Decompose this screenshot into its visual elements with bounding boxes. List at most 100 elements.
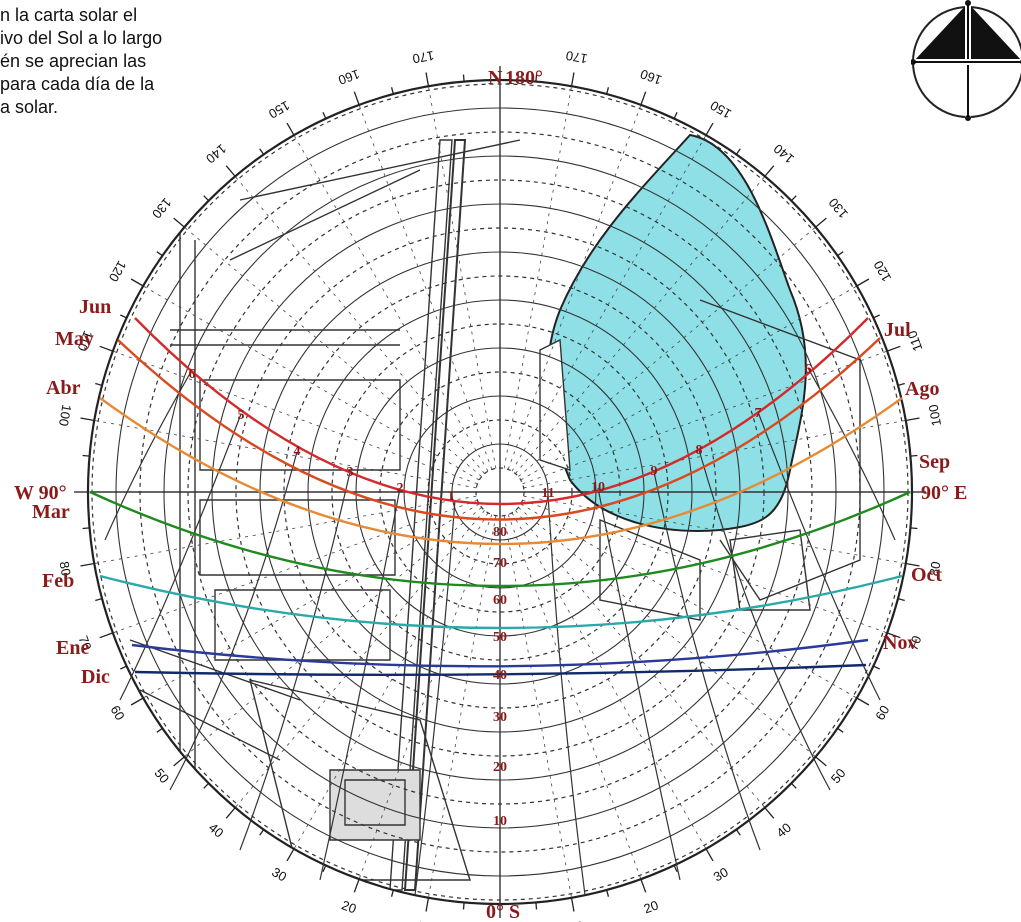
tick-mark bbox=[99, 345, 114, 352]
azimuth-line bbox=[523, 420, 906, 489]
hour-label: 5 bbox=[238, 408, 245, 423]
month-label-feb: Feb bbox=[42, 570, 74, 592]
tick-mark bbox=[173, 217, 185, 228]
month-label-mar: Mar bbox=[32, 501, 70, 523]
altitude-label: 20 bbox=[493, 760, 507, 775]
month-labels-right: Jul Ago Sep Oct Nov bbox=[883, 319, 950, 654]
hour-label: 6 bbox=[805, 362, 812, 377]
hour-line bbox=[547, 493, 586, 896]
azimuth-tick-label: 80 bbox=[57, 560, 74, 577]
tick-mark bbox=[570, 897, 575, 912]
azimuth-line bbox=[184, 226, 482, 477]
tick-mark bbox=[897, 598, 905, 602]
azimuth-tick-label: 20 bbox=[642, 897, 661, 916]
tick-mark bbox=[764, 807, 775, 819]
hour-label: 2 bbox=[397, 481, 404, 496]
altitude-labels: 80 70 60 50 40 30 20 10 bbox=[493, 525, 507, 829]
hour-label: 8 bbox=[696, 443, 703, 458]
hour-line bbox=[104, 369, 193, 541]
azimuth-tick-label: 30 bbox=[269, 864, 289, 884]
azimuth-line bbox=[184, 507, 482, 758]
azimuth-line bbox=[515, 176, 766, 474]
tick-mark bbox=[390, 87, 394, 95]
month-label-ago: Ago bbox=[905, 378, 939, 400]
tick-mark bbox=[705, 848, 714, 862]
month-label-may: May bbox=[55, 328, 94, 350]
azimuth-tick-label: 140 bbox=[203, 141, 229, 166]
month-label-dic: Dic bbox=[81, 666, 110, 688]
tick-mark bbox=[705, 122, 714, 136]
hour-line bbox=[757, 411, 881, 701]
caption-line: ivo del Sol a lo largo bbox=[0, 28, 163, 48]
tick-mark bbox=[535, 74, 538, 82]
altitude-label: 80 bbox=[493, 525, 507, 540]
north-azimuth-label: 180° bbox=[505, 67, 543, 89]
month-label-nov: Nov bbox=[883, 632, 917, 654]
tick-mark bbox=[764, 165, 775, 177]
tick-mark bbox=[856, 697, 870, 706]
azimuth-line bbox=[518, 226, 816, 477]
tick-mark bbox=[225, 807, 236, 819]
hour-label: 10 bbox=[591, 480, 605, 495]
azimuth-tick-label: 30 bbox=[711, 864, 731, 884]
hour-label: 9 bbox=[651, 464, 658, 479]
tick-mark bbox=[156, 727, 163, 733]
azimuth-tick-label: 50 bbox=[151, 765, 172, 786]
tick-mark bbox=[203, 782, 210, 789]
azimuth-line bbox=[522, 350, 888, 485]
tick-mark bbox=[390, 889, 394, 897]
azimuth-tick-label: 160 bbox=[336, 66, 362, 88]
azimuth-line bbox=[518, 507, 816, 758]
azimuth-line bbox=[507, 104, 642, 470]
azimuth-line bbox=[507, 514, 642, 880]
hour-line bbox=[169, 451, 298, 791]
hour-line bbox=[414, 499, 456, 896]
azimuth-line bbox=[234, 176, 485, 474]
altitude-label: 10 bbox=[493, 814, 507, 829]
tick-mark bbox=[353, 91, 360, 106]
tick-mark bbox=[156, 251, 163, 257]
azimuth-line bbox=[511, 134, 707, 472]
azimuth-tick-label: 150 bbox=[708, 98, 734, 122]
tick-mark bbox=[640, 878, 647, 893]
altitude-label: 60 bbox=[493, 593, 507, 608]
tick-mark bbox=[286, 122, 295, 136]
hour-labels: 1 2 3 4 5 6 7 8 9 10 11 6 bbox=[189, 362, 812, 504]
tick-mark bbox=[905, 417, 920, 422]
tick-mark bbox=[425, 897, 430, 912]
tick-mark bbox=[640, 91, 647, 106]
tick-mark bbox=[535, 902, 538, 910]
azimuth-tick-label: 140 bbox=[771, 141, 797, 166]
tick-mark bbox=[873, 665, 881, 670]
tick-mark bbox=[322, 111, 327, 119]
azimuth-tick-label: 70 bbox=[905, 634, 924, 653]
azimuth-tick-label: 40 bbox=[773, 820, 794, 841]
tick-mark bbox=[790, 195, 797, 202]
curve-jun-jul bbox=[134, 317, 869, 506]
tick-mark bbox=[837, 727, 844, 733]
azimuth-line bbox=[234, 510, 485, 808]
azimuth-line bbox=[522, 499, 888, 634]
hour-line bbox=[597, 487, 681, 881]
west-label: W 90° bbox=[14, 482, 67, 504]
month-label-oct: Oct bbox=[911, 564, 942, 586]
azimuth-line bbox=[94, 420, 477, 489]
curve-abr-sep bbox=[99, 397, 903, 546]
azimuth-line bbox=[94, 495, 477, 564]
hour-line bbox=[319, 487, 401, 881]
hour-line bbox=[653, 471, 761, 851]
azimuth-tick-label: 150 bbox=[266, 98, 292, 122]
hour-label: 1 bbox=[448, 489, 455, 504]
tick-mark bbox=[462, 74, 465, 82]
azimuth-tick-label: 160 bbox=[638, 66, 664, 88]
hour-lines bbox=[104, 367, 896, 896]
month-label-abr: Abr bbox=[46, 377, 81, 399]
tick-mark bbox=[735, 148, 741, 155]
tick-mark bbox=[897, 382, 905, 386]
azimuth-tick-label: 10 bbox=[415, 918, 432, 922]
hour-line bbox=[119, 413, 242, 701]
south-label: 0° S bbox=[486, 901, 520, 922]
tick-mark bbox=[873, 314, 881, 319]
tick-mark bbox=[673, 111, 678, 119]
